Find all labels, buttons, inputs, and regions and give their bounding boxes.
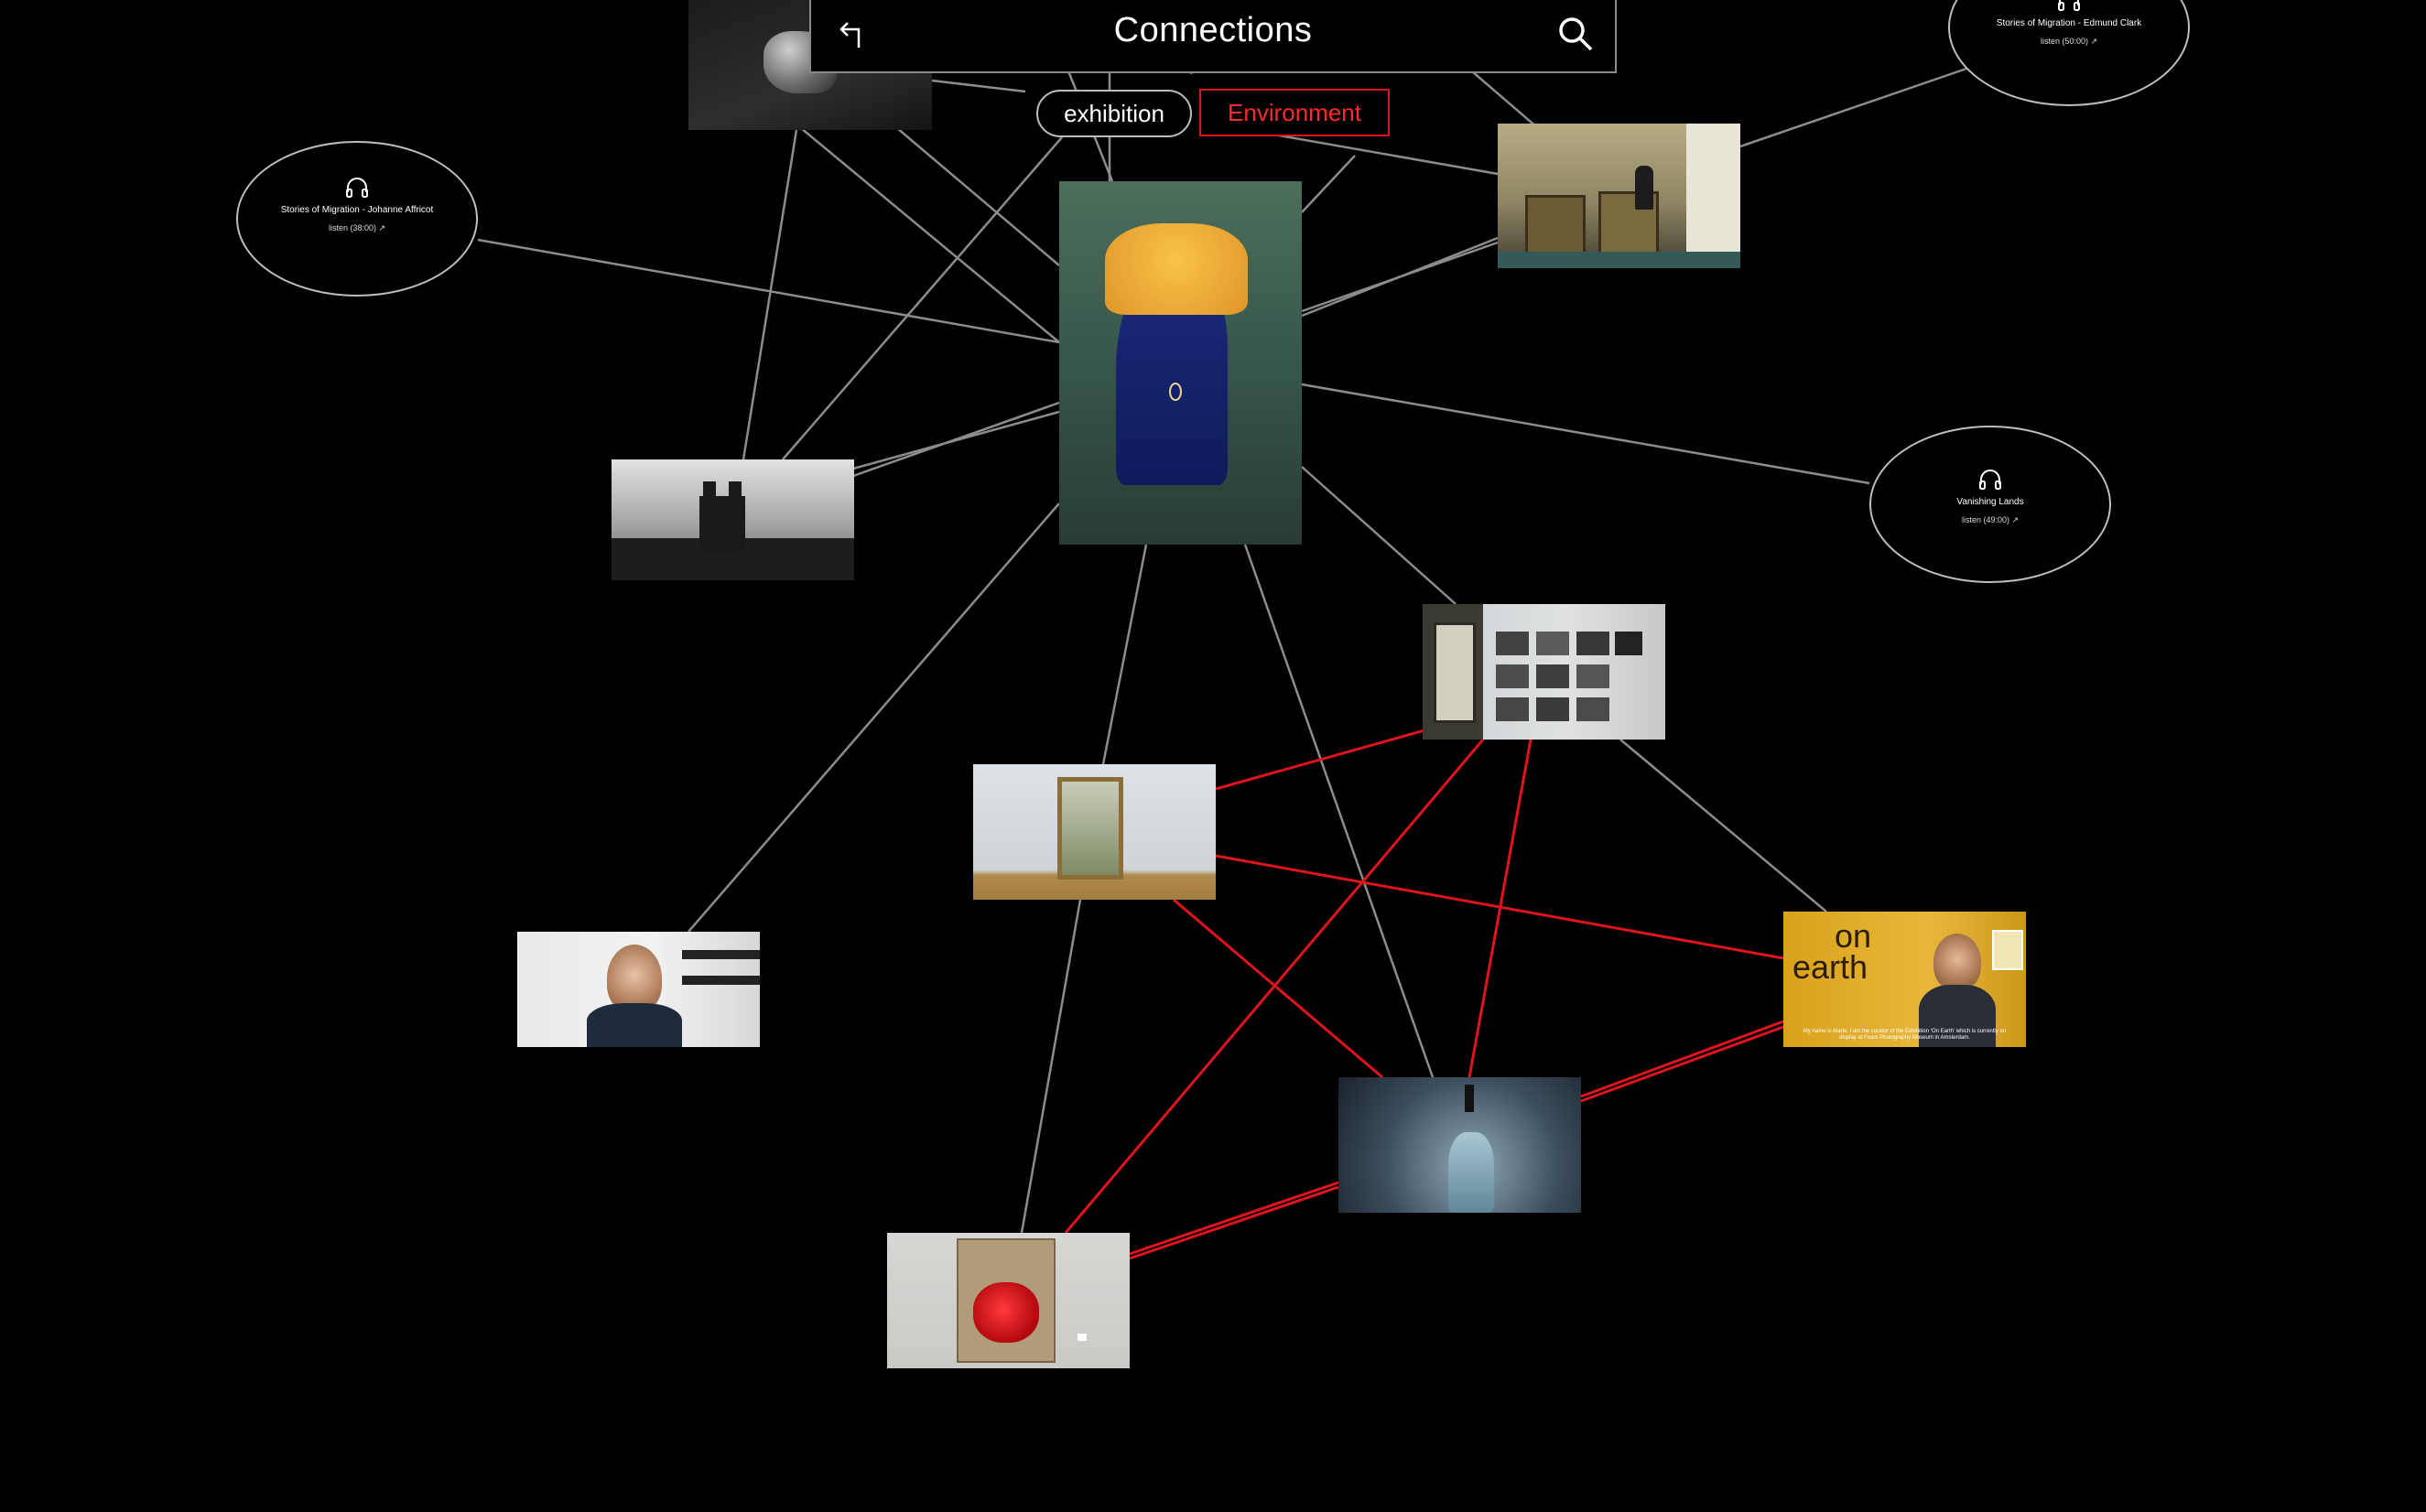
- connection-line: [1301, 466, 1457, 605]
- red-collage-artwork[interactable]: [887, 1233, 1130, 1368]
- connection-line: [852, 410, 1060, 470]
- castle-silhouette[interactable]: [612, 459, 854, 580]
- connection-line: [1243, 544, 1435, 1078]
- interior-chairs[interactable]: [1498, 124, 1740, 268]
- connection-line: [1301, 383, 1870, 485]
- connection-line: [477, 238, 1060, 344]
- listen-link[interactable]: listen (50:00) ↗: [2040, 37, 2098, 46]
- audio-title: Stories of Migration - Johanne Affricot: [280, 205, 434, 215]
- connection-line: [1619, 739, 1827, 913]
- connection-line: [688, 502, 1060, 933]
- framed-forest-painting[interactable]: [973, 764, 1216, 900]
- video-on-earth[interactable]: on earth My name is Marie. I am the cura…: [1783, 912, 2026, 1047]
- connection-line: [1301, 241, 1499, 313]
- portrait-yellow-hat[interactable]: [1059, 181, 1302, 545]
- connection-line: [1468, 739, 1532, 1078]
- connection-line: [782, 136, 1063, 460]
- search-icon[interactable]: [1556, 15, 1595, 53]
- headphones-icon: [2058, 0, 2080, 11]
- connection-line: [1580, 1020, 1784, 1098]
- video-interview-curator[interactable]: [517, 932, 760, 1047]
- connection-line: [1301, 155, 1356, 213]
- headphones-icon: [1979, 470, 2001, 490]
- connection-line: [1129, 1185, 1339, 1260]
- connection-line: [800, 127, 1060, 343]
- connection-line: [1173, 898, 1383, 1079]
- connection-line: [1129, 1181, 1339, 1256]
- connection-line: [1020, 899, 1082, 1234]
- tag-exhibition[interactable]: exhibition: [1036, 90, 1192, 137]
- page-title: Connections: [1113, 11, 1313, 49]
- connection-line: [1739, 67, 1967, 148]
- connection-line: [1064, 739, 1485, 1234]
- gallery-wall[interactable]: [1423, 604, 1665, 740]
- tag-environment[interactable]: Environment: [1199, 89, 1390, 136]
- connection-line: [931, 79, 1026, 93]
- connections-header: Connections: [809, 0, 1617, 73]
- audio-item-johanne-affricot[interactable]: Stories of Migration - Johanne Affricot …: [236, 141, 478, 297]
- connection-line: [1471, 70, 1539, 129]
- audio-title: Vanishing Lands: [1956, 497, 2024, 507]
- back-arrow-icon[interactable]: [833, 16, 870, 53]
- audio-title: Stories of Migration - Edmund Clark: [1996, 18, 2142, 28]
- listen-link[interactable]: listen (49:00) ↗: [1961, 515, 2020, 524]
- connection-line: [896, 127, 1060, 266]
- audio-item-vanishing-lands[interactable]: Vanishing Lands listen (49:00) ↗: [1869, 426, 2111, 583]
- connection-line: [742, 129, 798, 460]
- connection-line: [1262, 131, 1499, 176]
- listen-link[interactable]: listen (38:00) ↗: [328, 223, 386, 232]
- video-caption: My name is Marie. I am the curator of th…: [1803, 1029, 2007, 1041]
- headphones-icon: [346, 178, 368, 198]
- on-earth-title: on earth: [1792, 917, 1872, 986]
- connection-line: [1580, 1025, 1784, 1103]
- ice-cave-figure[interactable]: [1338, 1077, 1581, 1213]
- connection-line: [1101, 544, 1148, 765]
